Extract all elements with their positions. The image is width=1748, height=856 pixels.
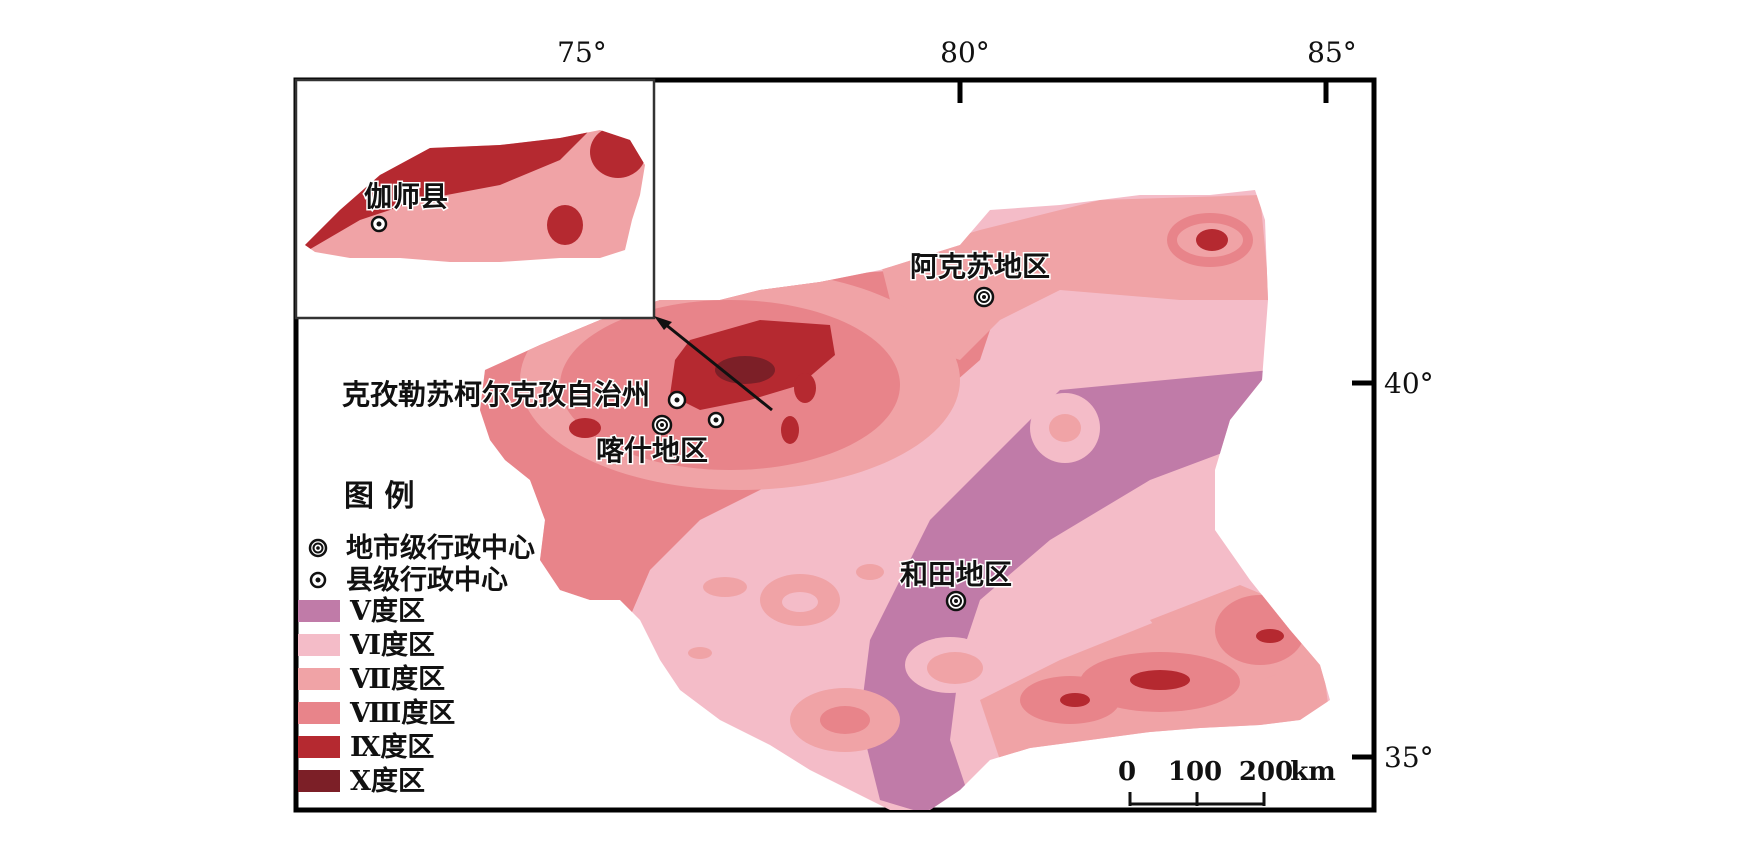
zone-vi-blob1 [782,592,818,612]
label-jiashi: 伽师县 [364,180,448,213]
zone-vii-island2 [927,652,983,684]
lon-label-85: 85° [1307,36,1357,69]
legend-label-vi: Ⅵ度区 [349,629,435,661]
zone-ix-south2 [1060,693,1090,707]
zone-viii-sw [820,706,870,734]
zone-ix-small3 [569,418,601,438]
zone-vii-blob2 [703,577,747,597]
prefecture-center-kashgar [651,414,673,436]
zone-vii-island [1049,414,1081,442]
inset-pointer-arrowhead [654,316,672,330]
zone-ix-southeast [1256,629,1284,643]
legend-label-ix: Ⅸ度区 [350,731,434,763]
inset-map: 伽师县 [294,78,773,412]
zone-viii-aksu-ring [1167,213,1253,267]
zone-vii-blob3 [856,564,884,580]
zone-ix-small1 [794,373,816,403]
legend-county-symbol [309,571,327,589]
lon-label-75: 75° [557,36,607,69]
latitude-ticks: 40° 35° [1352,367,1434,774]
lat-label-35: 35° [1384,741,1434,774]
legend-county-label: 县级行政中心 [346,564,508,596]
legend-label-x: Ⅹ度区 [350,765,425,797]
prefecture-center-aksu [973,286,995,308]
zone-ix-small2 [781,416,799,444]
legend-swatch-vii [298,668,340,690]
legend-title: 图 例 [344,479,414,514]
legend-label-viii: Ⅷ度区 [349,697,455,729]
lat-label-40: 40° [1384,367,1434,400]
legend-prefecture-label: 地市级行政中心 [346,532,535,564]
legend-swatch-ix [298,736,340,758]
legend-swatch-viii [298,702,340,724]
zone-ix-south [1130,670,1190,690]
legend-swatch-x [298,770,340,792]
label-kashgar: 喀什地区 [596,434,708,467]
legend-swatch-vi [298,634,340,656]
scale-bar: 0 100 200 km [1118,757,1336,806]
legend-label-vii: Ⅶ度区 [349,663,445,695]
scale-label-200: 200 [1239,757,1293,787]
inset-zone-ix-south [547,205,583,245]
legend-swatch-v [298,600,340,622]
legend: 图 例 地市级行政中心 县级行政中心 Ⅴ度区 Ⅵ度区 Ⅶ度区 Ⅷ度区 Ⅸ度区 Ⅹ… [298,479,535,797]
prefecture-center-hotan [945,590,967,612]
county-center-shufu [707,411,725,429]
inset-pointer-line [659,318,773,412]
scale-label-0: 0 [1118,757,1136,787]
label-hotan: 和田地区 [900,558,1012,591]
inset-county-marker [370,215,388,233]
label-aksu: 阿克苏地区 [910,250,1050,283]
prefecture-center-artux [667,390,687,410]
lon-label-80: 80° [940,36,990,69]
zone-ix-aksu [1196,229,1228,251]
legend-prefecture-symbol [308,538,328,558]
legend-label-v: Ⅴ度区 [349,595,425,627]
scale-label-100: 100 [1168,757,1222,787]
zone-vii-blob4 [688,647,712,659]
scale-unit: km [1290,757,1336,787]
label-kizilsu: 克孜勒苏柯尔克孜自治州 [342,378,650,411]
